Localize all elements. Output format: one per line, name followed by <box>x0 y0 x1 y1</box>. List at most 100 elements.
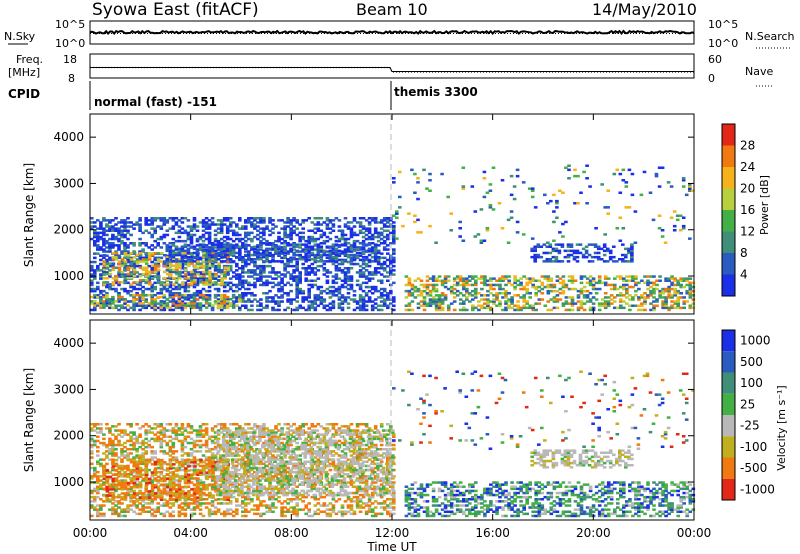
echo-cell <box>256 264 260 268</box>
echo-cell <box>664 296 668 299</box>
echo-cell <box>216 300 221 303</box>
echo-cell <box>307 308 311 312</box>
echo-cell <box>180 502 185 505</box>
echo-cell <box>138 258 142 262</box>
echo-cell <box>183 260 188 263</box>
echo-cell <box>162 223 167 226</box>
echo-cell <box>579 304 584 307</box>
echo-cell <box>244 292 248 295</box>
echo-cell <box>640 308 644 312</box>
echo-cell <box>268 243 272 246</box>
echo-cell <box>160 252 164 255</box>
echo-cell <box>313 258 318 261</box>
echo-cell <box>446 275 451 278</box>
echo-cell <box>141 443 145 447</box>
echo-cell <box>528 277 532 280</box>
echo-cell <box>126 237 130 241</box>
echo-cell <box>485 191 490 194</box>
echo-cell <box>102 433 106 436</box>
echo-cell <box>156 431 160 434</box>
echo-cell <box>446 195 450 199</box>
echo-cell <box>202 283 206 286</box>
echo-cell <box>204 217 209 220</box>
echo-cell <box>225 512 230 516</box>
echo-cell <box>452 283 457 287</box>
echo-cell <box>346 292 351 295</box>
echo-cell <box>331 262 336 266</box>
echo-cell <box>316 249 321 253</box>
echo-cell <box>123 223 127 226</box>
echo-cell <box>201 225 206 228</box>
echo-cell <box>256 248 260 251</box>
echo-cell <box>410 308 415 312</box>
echo-cell <box>210 483 215 486</box>
echo-cell <box>235 473 239 476</box>
echo-cell <box>99 306 103 309</box>
echo-cell <box>165 244 170 247</box>
echo-cell <box>528 279 532 282</box>
echo-cell <box>163 270 167 274</box>
echo-cell <box>676 306 680 310</box>
echo-cell <box>168 294 173 297</box>
echo-cell <box>238 293 242 297</box>
echo-cell <box>241 260 245 264</box>
echo-cell <box>337 306 342 310</box>
echo-cell <box>198 445 203 449</box>
echo-cell <box>286 300 290 303</box>
echo-cell <box>102 260 107 263</box>
echo-cell <box>271 269 275 272</box>
echo-cell <box>307 296 311 299</box>
echo-cell <box>138 217 142 220</box>
echo-cell <box>192 293 197 297</box>
echo-cell <box>582 302 587 305</box>
echo-cell <box>129 448 133 451</box>
echo-cell <box>225 448 230 451</box>
echo-cell <box>431 279 436 282</box>
echo-cell <box>207 296 212 299</box>
echo-cell <box>198 304 203 307</box>
echo-cell <box>141 292 145 295</box>
echo-cell <box>673 306 677 310</box>
echo-cell <box>96 514 100 518</box>
echo-cell <box>214 283 218 286</box>
echo-cell <box>102 233 106 237</box>
echo-cell <box>319 223 324 226</box>
echo-cell <box>498 287 502 291</box>
echo-cell <box>147 425 151 428</box>
echo-cell <box>292 229 296 232</box>
echo-cell <box>180 508 185 511</box>
echo-cell <box>310 300 315 303</box>
echo-cell <box>483 294 487 297</box>
echo-cell <box>93 306 97 310</box>
echo-cell <box>262 231 266 235</box>
echo-cell <box>192 439 197 443</box>
echo-cell <box>93 441 97 445</box>
echo-cell <box>135 437 139 441</box>
echo-cell <box>389 242 393 245</box>
echo-cell <box>622 285 626 289</box>
echo-cell <box>231 293 236 297</box>
echo-cell <box>181 254 185 257</box>
echo-cell <box>262 267 266 270</box>
echo-cell <box>352 249 357 253</box>
echo-cell <box>201 493 206 497</box>
echo-cell <box>201 219 206 222</box>
echo-cell <box>510 298 514 301</box>
echo-cell <box>201 295 206 299</box>
echo-cell <box>165 452 170 455</box>
echo-cell <box>259 277 263 280</box>
echo-cell <box>367 279 372 282</box>
echo-cell <box>90 260 94 264</box>
echo-cell <box>204 429 209 432</box>
echo-cell <box>195 498 200 501</box>
echo-cell <box>213 510 218 513</box>
echo-cell <box>658 279 662 282</box>
echo-cell <box>159 283 164 287</box>
echo-cell <box>111 441 115 445</box>
echo-cell <box>501 287 505 291</box>
echo-cell <box>96 470 100 474</box>
echo-cell <box>307 247 311 251</box>
echo-cell <box>180 231 185 235</box>
echo-cell <box>198 271 203 274</box>
echo-cell <box>358 225 363 228</box>
